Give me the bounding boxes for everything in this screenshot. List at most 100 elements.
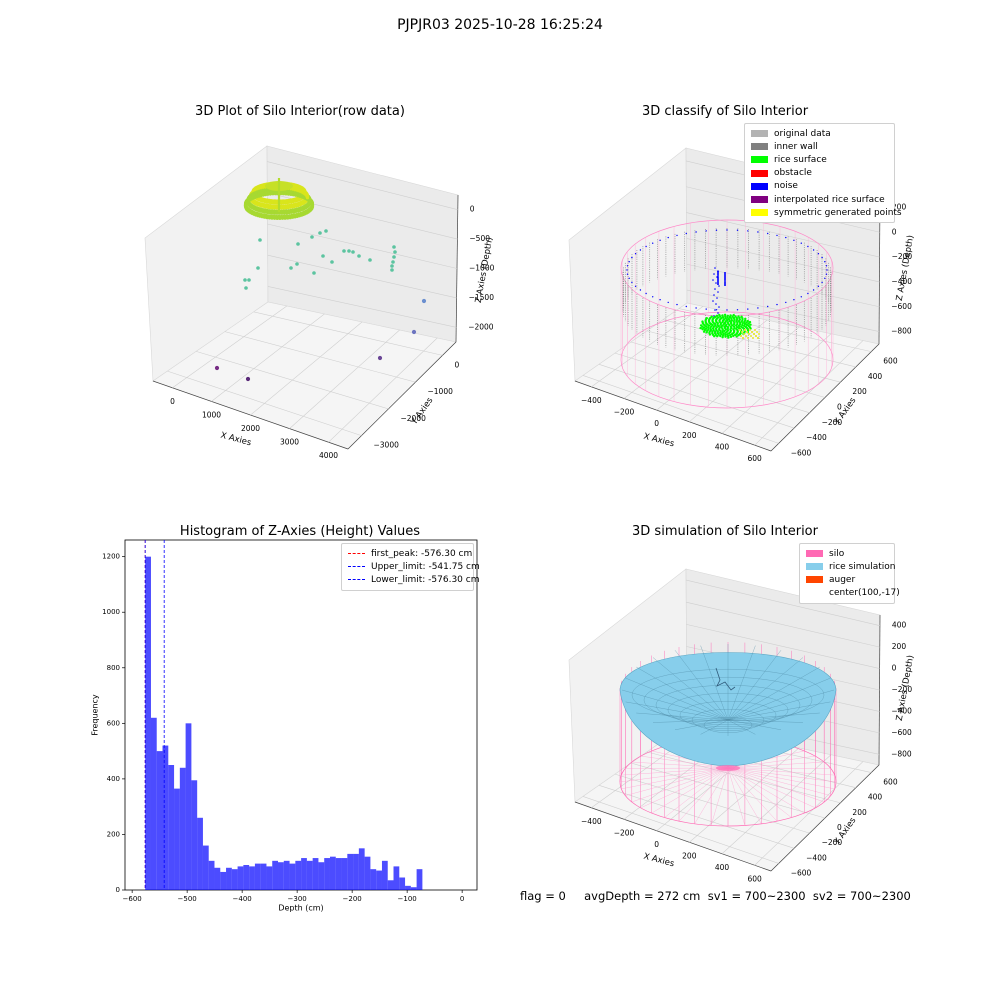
panel1-data-point [351,250,355,254]
panel4-rice-mesh [727,666,820,721]
panel1-silo-point [303,192,307,196]
panel4-z-tick-label: 0 [892,664,897,673]
panel2-symmetric-point [741,331,743,333]
legend-swatch [348,579,365,581]
panel2-noise-point [800,242,802,244]
panel4-z-tick-label: −400 [891,706,912,715]
panel4-x-tick-label: −400 [581,817,602,826]
panel2-noise-point [736,229,739,231]
panel4-silo-floor-wire [640,767,729,809]
panel1-grid-x [289,329,400,429]
histogram-bar [393,866,400,890]
histogram-bar [370,869,377,890]
legend-swatch [348,566,365,568]
panel2-noise-point [724,276,726,278]
histogram-bar [197,817,203,890]
histogram-bar [318,862,325,890]
legend-entry: Lower_limit: -576.30 cm [348,573,479,586]
panel1-data-point [247,278,251,282]
panel3-y-tick-label: 1000 [102,608,120,616]
panel4-grid-z [686,601,880,648]
panel2-rice-point [702,326,706,329]
panel2-grid-z [686,263,880,308]
panel4-silo-floor-wire [621,767,729,790]
histogram-bar [260,863,267,890]
panel2-noise-point [713,294,715,296]
panel2-noise-point [714,267,716,269]
legend-label: original data [774,128,831,139]
panel2-noise-point [821,281,823,284]
panel1-grid-y [196,351,389,410]
legend-label: symmetric generated points [774,207,902,218]
panel1-y-tick-label: 0 [455,360,460,369]
panel4-rice-mesh [727,701,831,721]
panel2-symmetric-point [746,331,748,333]
panel4-rice-mesh [727,657,804,721]
panel2-rice-point [710,315,713,318]
panel4-silo-floor-wire [631,767,729,803]
panel2-z-tick-label: −400 [891,277,912,286]
panel4-z-tick-label: −600 [891,728,912,737]
panel4-rice-mesh [636,712,729,721]
panel2-x-tick-label: −200 [614,408,635,417]
panel1-data-point [357,254,361,258]
panel2-noise-point [717,275,719,277]
panel2-noise-point [717,279,719,281]
histogram-bar [237,866,244,890]
panel2-rice-point [705,317,708,320]
panel2-symmetric-point [743,333,745,335]
panel2-rice-point [721,314,724,317]
histogram-bar [179,767,186,890]
legend-entry: silo [806,547,888,560]
panel2-noise-point [639,289,642,291]
panel4-x-tick-label: 400 [715,863,730,872]
panel1-x-tick-label: 4000 [319,451,338,460]
panel2-rice-point [749,323,752,326]
panel2-grid-y [614,352,810,414]
legend-entry: auger [806,573,888,586]
panel1-grid-x [328,337,438,443]
panel1-data-point [214,365,220,371]
panel2-noise-point [826,269,828,271]
panel2-rice-point [721,336,724,339]
panel4-silo-floor-wire [727,767,816,809]
panel2-noise-point [685,232,687,235]
legend-entry: interpolated rice surface [751,193,888,206]
panel4-silo-floor-wire [710,767,729,826]
panel2-rice-point [729,314,732,317]
panel4-rice-mesh [727,689,835,721]
panel2-noise-point [645,292,647,295]
panel2-x-tick-label: 600 [748,454,763,463]
panel2-grid-y [630,341,826,398]
panel1-y-tick-label: −3000 [374,441,400,450]
panel2-noise-point [667,301,669,304]
histogram-bar [312,858,319,890]
panel2-x-axis-label: X Axies [642,432,675,450]
panel4-silo-floor-wire [678,767,729,822]
panel2-noise-point [785,301,787,304]
panel2-rice-point [717,316,720,319]
panel2-z-axis-label: Z Axies (Depth) [895,234,916,301]
panel2-rice-point [701,328,704,331]
panel4-rice-mesh [727,719,756,735]
panel2-noise-point [800,296,802,298]
panel2-rice-point [744,317,747,320]
panel2-rice-point [711,323,714,327]
panel2-symmetric-point [739,329,741,331]
histogram-bar [306,860,313,890]
histogram-bar [376,870,382,890]
histogram-bar [272,860,279,890]
panel2-noise-point [817,253,820,255]
panel1-grid-x [172,305,287,389]
panel4-y-axis-label: Y Axies [832,815,859,847]
panel2-rice-point [725,318,729,322]
legend-label: rice simulation [829,561,896,572]
panel4-rice-mesh [674,650,729,721]
legend-entry: noise [751,180,888,193]
panel2-noise-point [717,312,719,314]
panel2-y-axis-label: Y Axies [832,395,859,427]
panel3-x-tick-label: −200 [343,895,362,903]
histogram-bar [283,860,290,890]
histogram-bar [185,723,192,890]
panel4-y-tick-label: 600 [883,778,898,787]
